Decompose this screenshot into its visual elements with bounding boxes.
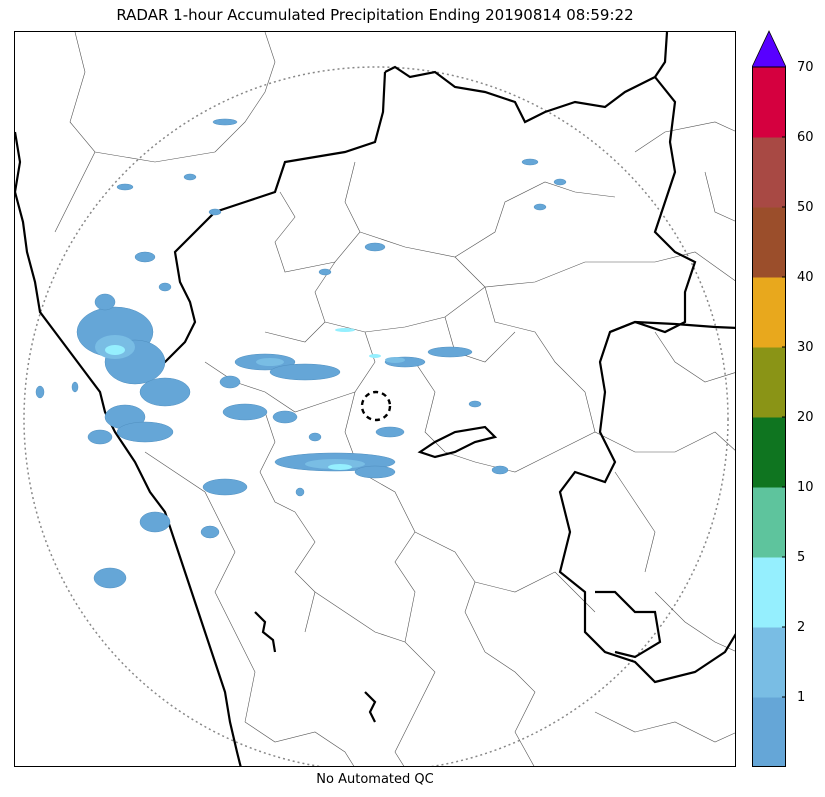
state-boundaries [15, 32, 735, 766]
map-canvas [15, 32, 735, 766]
colorbar-tick-label: 2 [797, 620, 806, 635]
colorbar-tick-label: 5 [797, 550, 806, 565]
district-boundaries [54, 32, 735, 766]
colorbar-tick-label: 1 [797, 690, 806, 705]
colorbar-extend-arrow [752, 30, 786, 68]
colorbar-segment [752, 487, 786, 558]
colorbar-segment [752, 137, 786, 208]
colorbar-segment [752, 347, 786, 418]
precipitation-colorbar [752, 30, 786, 767]
colorbar-tick-label: 40 [797, 270, 814, 285]
precipitation-echoes [35, 118, 567, 589]
colorbar-tick-label: 70 [797, 60, 814, 75]
colorbar-tick-label: 10 [797, 480, 814, 495]
colorbar-segment [752, 697, 786, 767]
colorbar-segment [752, 67, 786, 138]
qc-note: No Automated QC [316, 772, 434, 787]
colorbar-segment [752, 627, 786, 698]
colorbar-tick-label: 20 [797, 410, 814, 425]
colorbar-segment [752, 557, 786, 628]
colorbar-tick-label: 50 [797, 200, 814, 215]
colorbar-segment [752, 277, 786, 348]
map-title: RADAR 1-hour Accumulated Precipitation E… [116, 6, 634, 24]
radar-range-ring [23, 66, 729, 766]
colorbar-segment [752, 417, 786, 488]
radar-site-marker [360, 390, 392, 422]
colorbar-segment [752, 207, 786, 278]
radar-map [14, 31, 736, 767]
colorbar-tick-label: 30 [797, 340, 814, 355]
colorbar-tick-label: 60 [797, 130, 814, 145]
